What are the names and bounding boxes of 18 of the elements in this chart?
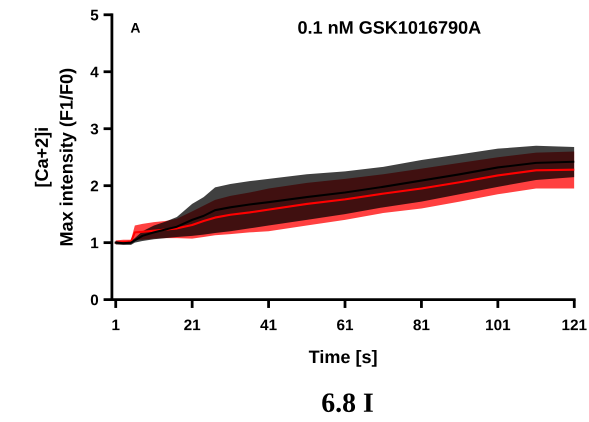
x-tick-label: 121 [562,319,587,330]
x-tick-label: 61 [337,319,354,330]
x-tick-label: 21 [184,319,200,330]
chart-title: 0.1 nM GSK1016790A [298,21,481,34]
y-tick-label: 2 [90,180,98,192]
annotation: A [130,23,140,33]
x-tick-label: 101 [486,319,510,330]
x-tick-label: 41 [260,320,277,330]
y-tick-label: 0 [90,294,98,306]
y-tick-label: 5 [90,10,98,20]
y-axis-title: [Ca+2]i Max intensity (F1/F0) [34,68,76,246]
x-tick-label: 81 [413,319,430,330]
y-tick-label: 3 [90,124,98,134]
x-axis-title: Time [s] [308,350,377,367]
x-tick-label: 1 [112,320,120,330]
text: 6.8 I [322,393,373,412]
y-tick-label: 1 [91,238,98,248]
y-tick-label: 4 [90,66,99,78]
